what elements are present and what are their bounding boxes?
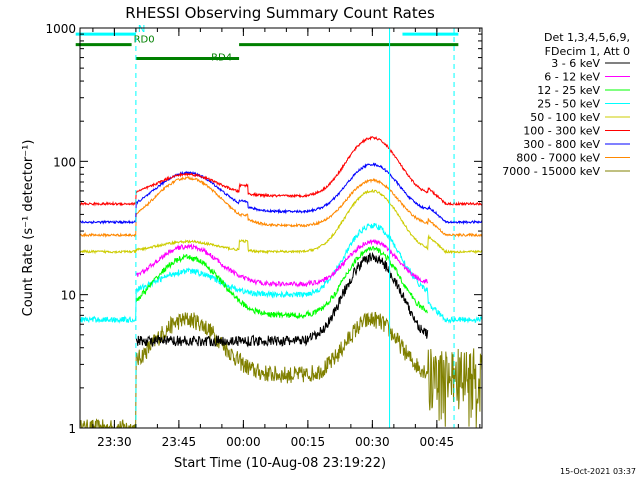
- series-layer: [80, 135, 482, 428]
- legend: Det 1,3,4,5,6,9,FDecim 1, Att 03 - 6 keV…: [502, 31, 630, 178]
- y-axis-label: Count Rate (s⁻¹ detector⁻¹): [21, 140, 36, 317]
- series-line-2: [135, 238, 429, 288]
- series-line-3: [135, 245, 428, 320]
- legend-entry-label: 100 - 300 keV: [523, 125, 600, 138]
- legend-entry-label: 25 - 50 keV: [537, 98, 600, 111]
- y-tick-label: 10: [61, 289, 76, 303]
- flag-rd4-label: RD4: [211, 53, 232, 64]
- x-tick-label: 23:45: [162, 435, 197, 449]
- y-tick-label: 100: [53, 155, 76, 169]
- series-line-7: [80, 162, 482, 226]
- x-tick-label: 00:15: [291, 435, 326, 449]
- legend-entry-label: 6 - 12 keV: [544, 71, 600, 84]
- flag-n-label: N: [138, 24, 145, 35]
- series-line-6: [80, 135, 482, 207]
- legend-entry-label: 50 - 100 keV: [530, 111, 600, 124]
- x-tick-label: 23:30: [97, 435, 132, 449]
- legend-header: FDecim 1, Att 0: [545, 45, 630, 58]
- night-lines: [135, 28, 455, 428]
- x-axis: 23:30 23:45 00:00 00:15 00:30 00:45: [92, 28, 481, 449]
- legend-entry-label: 12 - 25 keV: [537, 84, 600, 97]
- y-tick-label: 1000: [45, 22, 76, 36]
- footer-timestamp: 15-Oct-2021 03:37: [560, 467, 636, 476]
- y-axis: 1 10 100 1000: [45, 22, 482, 436]
- legend-entry-label: 300 - 800 keV: [523, 138, 600, 151]
- legend-entry-label: 800 - 7000 keV: [516, 152, 600, 165]
- legend-entry-label: 7000 - 15000 keV: [502, 165, 600, 178]
- x-tick-label: 00:00: [226, 435, 261, 449]
- series-line-8: [80, 176, 482, 238]
- x-axis-label: Start Time (10-Aug-08 23:19:22): [174, 456, 386, 471]
- y-tick-label: 1: [68, 422, 76, 436]
- flag-rd0-label: RD0: [134, 35, 155, 46]
- legend-header: Det 1,3,4,5,6,9,: [544, 31, 630, 44]
- legend-entry-label: 3 - 6 keV: [551, 57, 600, 70]
- plot-frame: [79, 27, 483, 429]
- x-tick-label: 00:30: [355, 435, 390, 449]
- series-line-1: [135, 251, 429, 348]
- series-line-5: [80, 188, 482, 255]
- chart-title: RHESSI Observing Summary Count Rates: [125, 4, 435, 22]
- x-tick-label: 00:45: [420, 435, 455, 449]
